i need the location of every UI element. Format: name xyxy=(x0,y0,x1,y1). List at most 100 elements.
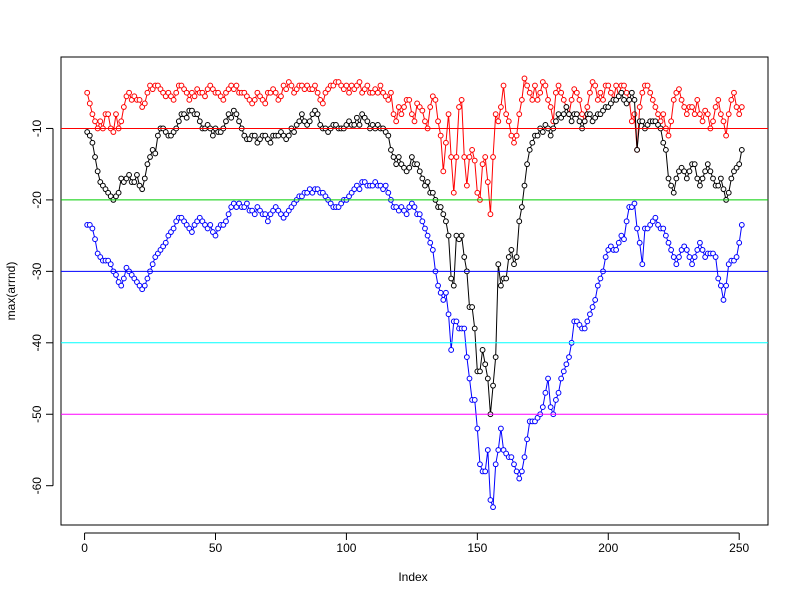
data-point xyxy=(225,211,232,218)
data-point xyxy=(581,325,588,332)
data-point xyxy=(699,247,706,253)
data-point xyxy=(251,96,258,103)
data-point xyxy=(445,111,452,118)
data-point xyxy=(466,154,473,160)
data-point xyxy=(419,107,426,114)
data-point xyxy=(319,100,326,107)
data-point xyxy=(508,247,515,253)
data-point xyxy=(450,282,457,289)
data-point xyxy=(500,82,507,89)
data-point xyxy=(461,254,468,260)
data-point xyxy=(728,175,735,182)
data-point xyxy=(720,118,727,125)
data-point xyxy=(406,96,413,103)
data-point xyxy=(662,232,669,239)
data-point xyxy=(385,132,392,139)
data-point xyxy=(584,318,591,325)
data-point xyxy=(272,89,279,96)
data-point xyxy=(144,275,151,282)
data-point xyxy=(670,254,677,260)
data-point xyxy=(154,132,161,139)
data-point xyxy=(592,297,599,303)
y-tick-label: -40 xyxy=(30,334,44,352)
data-point xyxy=(717,282,724,289)
x-tick-label: 150 xyxy=(467,541,487,555)
data-point xyxy=(406,164,413,171)
data-point xyxy=(715,275,722,282)
data-point xyxy=(403,211,410,218)
data-point xyxy=(694,96,701,103)
data-point xyxy=(513,254,520,260)
data-point xyxy=(613,247,620,253)
data-point xyxy=(471,325,478,332)
data-point xyxy=(482,361,489,368)
data-point xyxy=(568,118,575,125)
data-point xyxy=(479,347,486,353)
data-point xyxy=(105,111,112,118)
data-point xyxy=(545,96,551,103)
data-point xyxy=(450,189,457,196)
data-point xyxy=(220,96,227,103)
data-point xyxy=(725,111,732,118)
data-point xyxy=(618,89,625,96)
data-point xyxy=(356,79,363,85)
data-point xyxy=(422,118,428,125)
data-point xyxy=(233,111,240,118)
data-point xyxy=(251,211,258,218)
data-point xyxy=(626,96,633,103)
data-point xyxy=(673,261,680,268)
data-point xyxy=(668,182,675,189)
data-point xyxy=(697,111,703,118)
data-point xyxy=(699,118,706,125)
data-point xyxy=(437,132,444,139)
data-point xyxy=(683,111,690,118)
data-point xyxy=(498,282,504,289)
data-point xyxy=(170,225,177,232)
data-point xyxy=(704,161,711,168)
data-point xyxy=(736,111,743,118)
data-point xyxy=(728,96,735,103)
data-point xyxy=(568,96,575,103)
data-point xyxy=(466,375,473,382)
data-point xyxy=(665,175,672,182)
data-point xyxy=(518,468,525,475)
data-point xyxy=(385,96,392,103)
data-point xyxy=(427,239,434,246)
data-point xyxy=(623,218,630,225)
data-point xyxy=(89,139,96,146)
data-point xyxy=(356,186,363,193)
data-point xyxy=(492,461,499,468)
data-point xyxy=(482,154,489,160)
data-point xyxy=(141,175,148,182)
data-point xyxy=(725,189,732,196)
y-tick-label: -50 xyxy=(30,405,44,423)
data-point xyxy=(660,111,667,118)
data-point xyxy=(152,150,159,157)
data-point xyxy=(717,111,724,118)
data-point xyxy=(440,211,447,218)
data-point xyxy=(678,96,685,103)
data-point xyxy=(477,368,483,375)
data-point xyxy=(518,96,525,103)
data-point xyxy=(113,272,119,278)
data-point xyxy=(594,282,601,289)
data-point xyxy=(694,175,701,182)
data-point xyxy=(173,89,180,96)
data-point xyxy=(668,247,675,253)
data-point xyxy=(223,118,229,125)
data-point xyxy=(448,154,455,160)
data-point xyxy=(736,161,743,168)
data-point xyxy=(584,104,591,110)
data-point xyxy=(689,104,695,110)
data-point xyxy=(285,132,292,139)
data-point xyxy=(505,118,512,125)
data-point xyxy=(312,82,318,89)
data-point xyxy=(390,111,397,118)
data-point xyxy=(443,289,449,296)
data-point xyxy=(422,225,428,232)
data-point xyxy=(139,186,146,193)
data-point xyxy=(427,104,434,110)
y-axis-title: max(arrnd) xyxy=(4,262,18,321)
data-point xyxy=(364,118,371,125)
data-point xyxy=(487,211,494,218)
